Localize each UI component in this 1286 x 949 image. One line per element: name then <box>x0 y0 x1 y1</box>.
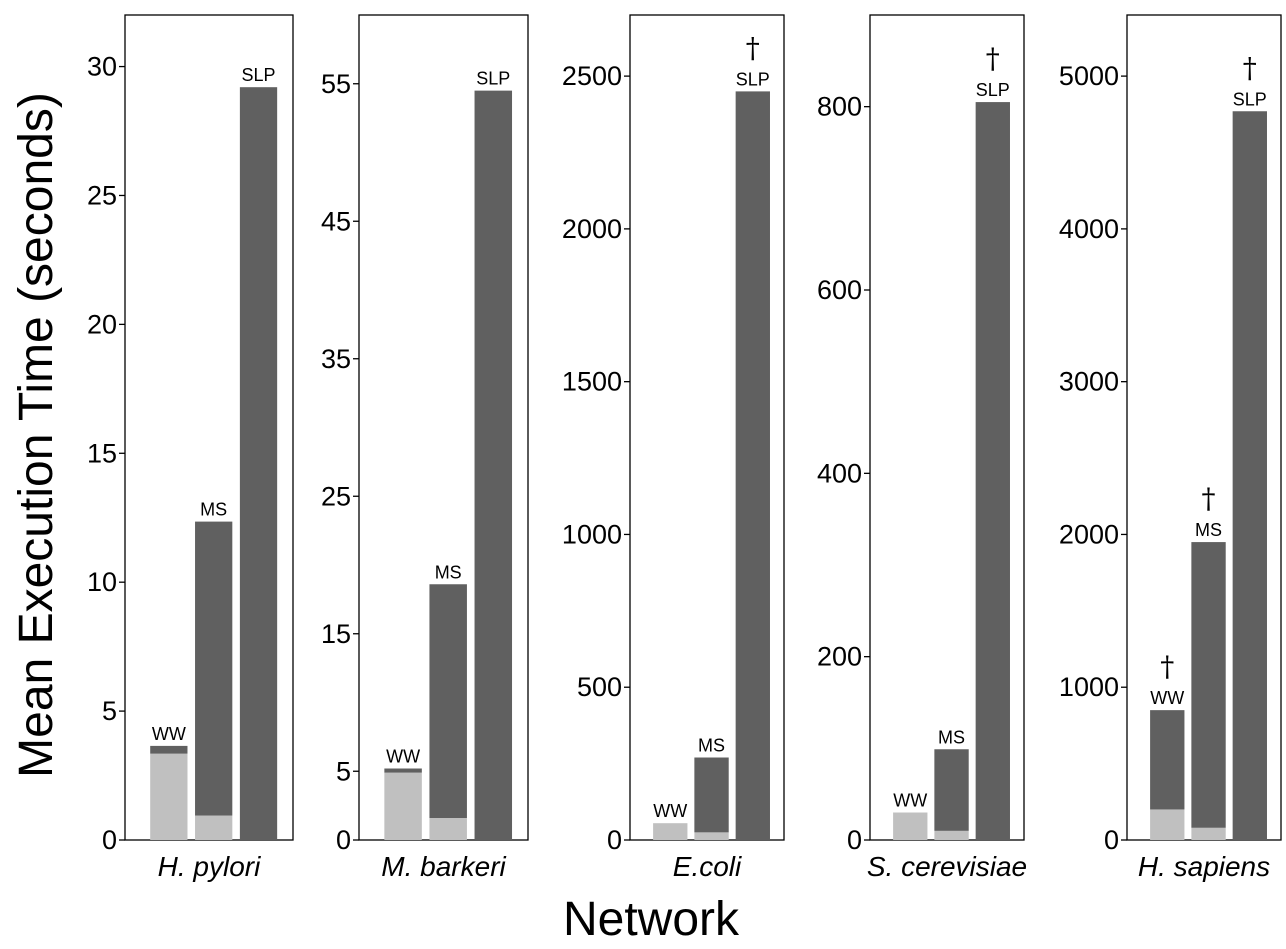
bar-label-ww: WW <box>152 724 186 744</box>
y-tick-label: 55 <box>321 69 351 99</box>
bar-light-ww <box>384 772 422 840</box>
panel-title: H. pylori <box>158 851 261 882</box>
chart-panels: 0 5 10 15 20 25 30 WW MS SLP H. pylori 5 15 25 35 45 55 0… <box>87 14 1282 882</box>
bar-dark-slp <box>735 91 770 840</box>
bar-light-ms <box>934 830 969 840</box>
bar-label-ww: WW <box>653 801 687 821</box>
bar-label-slp: SLP <box>242 65 276 85</box>
bar-label-ms: MS <box>200 500 227 520</box>
bar-label-slp: SLP <box>476 69 510 89</box>
y-tick-label: 400 <box>817 458 862 488</box>
bar-label-ww: WW <box>386 747 420 767</box>
y-tick-label: 5 <box>336 756 351 786</box>
y-tick-label: 5 <box>102 696 117 726</box>
y-tick-label: 5000 <box>1059 61 1119 91</box>
y-axis-title: Mean Execution Time (seconds) <box>10 92 63 778</box>
bar-light-ww <box>1150 809 1185 840</box>
y-tick-label: 2000 <box>1059 519 1119 549</box>
y-tick-label: 15 <box>87 438 117 468</box>
y-tick-label: 600 <box>817 275 862 305</box>
bar-dark-slp <box>239 87 278 840</box>
bar-dark-slp <box>975 102 1010 841</box>
y-tick-label: 20 <box>87 309 117 339</box>
bar-dark-slp <box>1232 111 1267 840</box>
y-tick-label: 1000 <box>1059 672 1119 702</box>
y-tick-label: 3000 <box>1059 367 1119 397</box>
panel-5: 0 1000 2000 3000 4000 5000 WW † MS † SLP † H. sapien… <box>1059 14 1282 882</box>
x-axis-title: Network <box>563 893 740 946</box>
y-tick-label: 0 <box>102 825 117 855</box>
panel-title: E.coli <box>673 851 742 882</box>
bar-label-slp: SLP <box>736 69 770 89</box>
bar-light-ww <box>893 812 928 840</box>
bar-label-ww: WW <box>1150 688 1184 708</box>
y-tick-label: 200 <box>817 642 862 672</box>
y-tick-label: 25 <box>87 180 117 210</box>
bar-dark-ww <box>1150 710 1185 810</box>
bar-label-ms: MS <box>435 562 462 582</box>
bar-label-ms: MS <box>938 727 965 747</box>
dagger-marker: † <box>746 31 760 64</box>
y-tick-label: 800 <box>817 92 862 122</box>
y-tick-label: 0 <box>607 825 622 855</box>
dagger-marker: † <box>986 42 1000 75</box>
bar-label-slp: SLP <box>976 80 1010 100</box>
bar-label-ww: WW <box>893 791 927 811</box>
bar-light-ms <box>429 818 467 840</box>
y-tick-label: 1000 <box>562 519 622 549</box>
y-tick-label: 2000 <box>562 214 622 244</box>
bar-dark-ww <box>150 745 188 754</box>
bar-light-ms <box>1191 827 1226 840</box>
dagger-marker: † <box>1243 51 1257 84</box>
panel-1: 0 5 10 15 20 25 30 WW MS SLP H. pylori <box>87 14 294 882</box>
y-tick-label: 15 <box>321 619 351 649</box>
y-tick-label: 1500 <box>562 367 622 397</box>
bar-dark-ms <box>429 584 467 818</box>
y-tick-label: 25 <box>321 481 351 511</box>
bar-light-ms <box>195 815 233 840</box>
y-tick-label: 0 <box>847 825 862 855</box>
bar-dark-ms <box>1191 542 1226 828</box>
y-tick-label: 500 <box>577 672 622 702</box>
panel-4: 0 200 400 600 800 WW MS SLP † S. cerevisiae <box>817 14 1027 882</box>
y-tick-label: 0 <box>1104 825 1119 855</box>
bar-label-ms: MS <box>698 736 725 756</box>
panel-title: H. sapiens <box>1138 851 1270 882</box>
y-tick-label: 30 <box>87 52 117 82</box>
panel-2: 5 15 25 35 45 55 0 WW MS SLP M. barkeri <box>321 14 529 882</box>
y-tick-label: 35 <box>321 344 351 374</box>
bar-light-ms <box>694 832 729 840</box>
bar-dark-ms <box>195 521 233 816</box>
bar-light-ww <box>653 823 688 840</box>
bar-label-slp: SLP <box>1233 89 1267 109</box>
panel-3: 0 500 1000 1500 2000 2500 WW MS SLP † E.coli <box>562 14 785 882</box>
panel-title: M. barkeri <box>381 851 506 882</box>
bar-dark-ms <box>934 749 969 831</box>
bar-light-ww <box>150 753 188 840</box>
dagger-marker: † <box>1160 650 1174 683</box>
bar-dark-ms <box>694 757 729 833</box>
dagger-marker: † <box>1202 482 1216 515</box>
y-tick-label: 0 <box>336 825 351 855</box>
y-tick-label: 4000 <box>1059 214 1119 244</box>
bar-dark-ww <box>384 768 422 773</box>
bar-label-ms: MS <box>1195 520 1222 540</box>
bar-dark-slp <box>474 90 513 840</box>
y-tick-label: 2500 <box>562 61 622 91</box>
panel-title: S. cerevisiae <box>867 851 1027 882</box>
y-tick-label: 10 <box>87 567 117 597</box>
y-tick-label: 45 <box>321 206 351 236</box>
